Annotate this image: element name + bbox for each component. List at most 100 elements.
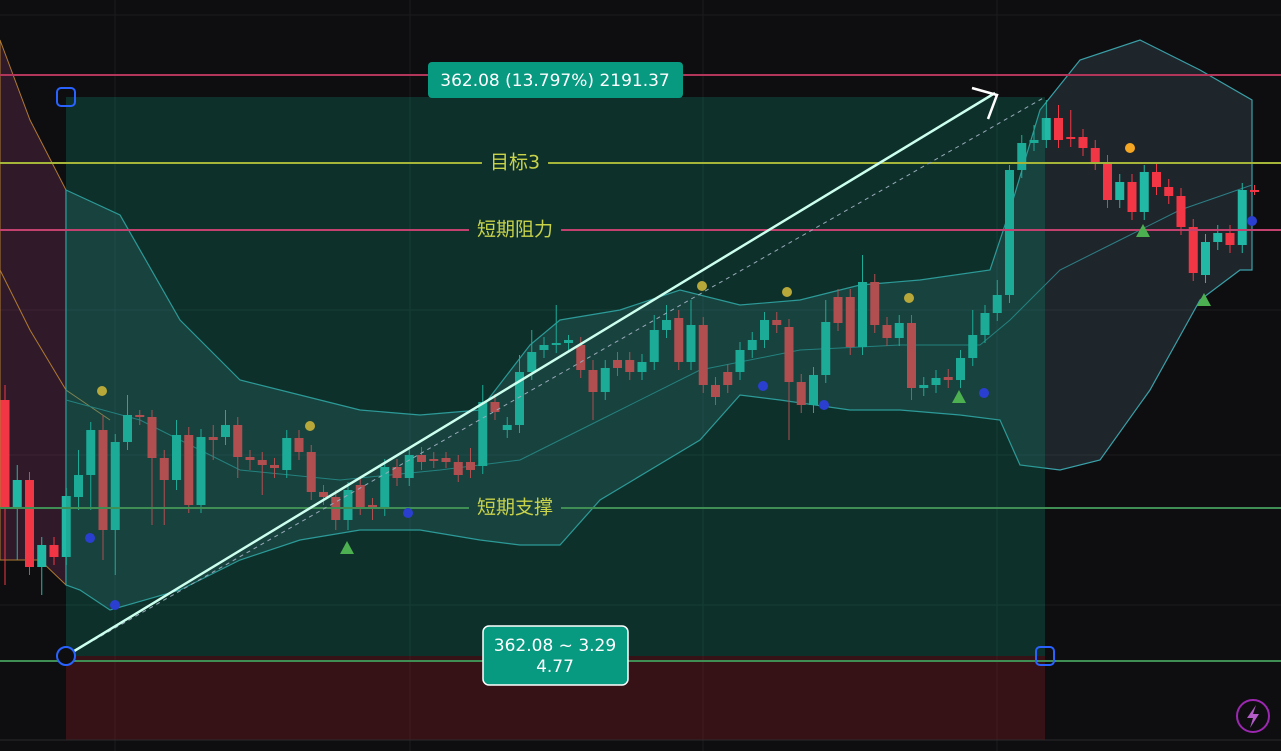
candle-body [686, 325, 696, 362]
candle-body [845, 297, 855, 347]
candle-body [0, 400, 10, 508]
marker [758, 381, 768, 391]
candle-body [1201, 242, 1210, 275]
candle-body [674, 318, 684, 362]
candle-body [12, 480, 22, 508]
candle-body [110, 442, 120, 530]
candle-body [343, 490, 353, 520]
band-mid [65, 184, 1253, 481]
lightning-button[interactable] [1236, 699, 1270, 733]
candle-body [123, 415, 132, 442]
marker [904, 293, 914, 303]
marker [819, 400, 829, 410]
candle-body [1164, 187, 1174, 196]
candle-body [576, 345, 586, 370]
candle-body [894, 323, 904, 338]
candle-body [417, 455, 426, 462]
measure-box-line2: 4.77 [536, 657, 574, 677]
candle-body [502, 425, 512, 430]
bollinger-band [65, 39, 1253, 611]
candle-body [980, 313, 990, 335]
level-label: 目标3 [490, 152, 540, 174]
measure-arrow [65, 91, 996, 658]
candle-body [833, 297, 843, 323]
candle-body [1188, 227, 1198, 273]
candle-body [1127, 182, 1137, 212]
marker [340, 541, 354, 554]
candle-body [208, 437, 218, 440]
handle[interactable] [56, 87, 76, 107]
candle-body [184, 435, 194, 505]
level-label: 短期支撑 [477, 497, 553, 519]
candle-body [1237, 190, 1247, 245]
candle-body [490, 402, 500, 412]
candle-body [135, 415, 145, 417]
candle-body [1176, 196, 1186, 227]
candle-body [943, 377, 953, 380]
candle-body [1066, 137, 1076, 139]
candle-body [527, 352, 537, 372]
candle-body [711, 385, 720, 397]
candle-body [429, 459, 439, 461]
candle-body [147, 417, 157, 458]
marker [403, 508, 413, 518]
marker [697, 281, 707, 291]
candle-body [515, 372, 524, 425]
candle-body [1017, 143, 1027, 170]
candle-body [772, 320, 782, 325]
marker [782, 287, 792, 297]
candle-body [380, 467, 390, 508]
candle-body [907, 323, 916, 388]
candle-body [858, 282, 867, 347]
candle-body [809, 375, 818, 405]
candle-body [257, 460, 267, 465]
candle-body [698, 325, 708, 385]
candle-body [637, 362, 647, 372]
candle-body [1029, 140, 1039, 143]
marker [1197, 293, 1211, 306]
candle-body [37, 545, 47, 567]
candle-body [74, 475, 83, 497]
candle-body [662, 320, 671, 330]
marker [85, 533, 95, 543]
candle-body [233, 425, 243, 457]
candle-body [392, 467, 402, 478]
candle-body [723, 372, 733, 385]
candle-body [760, 320, 769, 340]
arrow-head [971, 86, 999, 120]
candle-body [61, 496, 71, 557]
candle-body [747, 340, 757, 350]
candle-body [466, 462, 475, 470]
candle-body [931, 378, 941, 385]
candle-body [796, 382, 806, 405]
candle-body [1005, 170, 1014, 295]
candle-body [992, 295, 1002, 313]
candle-body [649, 330, 659, 362]
candle-body [551, 343, 561, 345]
candle-body [870, 282, 880, 325]
candles [0, 100, 1259, 595]
candle-body [368, 505, 377, 508]
candle-body [25, 480, 34, 567]
candle-body [441, 458, 451, 462]
candle-body [1213, 233, 1223, 242]
marker [1247, 216, 1257, 226]
candle-body [588, 370, 598, 392]
candle-body [478, 402, 488, 466]
candle-body [1115, 182, 1125, 200]
candle-body [625, 360, 635, 372]
candle-body [355, 485, 365, 507]
candle-body [1078, 137, 1088, 148]
candle-body [539, 345, 549, 350]
candle-body [1139, 172, 1149, 212]
box-bg [482, 625, 629, 686]
candle-body [172, 435, 181, 480]
handle[interactable] [1035, 646, 1055, 666]
top-label-bg [428, 62, 683, 98]
candle-body [882, 325, 892, 338]
marker [1125, 143, 1135, 153]
marker [97, 386, 107, 396]
handle[interactable] [56, 646, 76, 666]
candle-body [1041, 118, 1051, 140]
